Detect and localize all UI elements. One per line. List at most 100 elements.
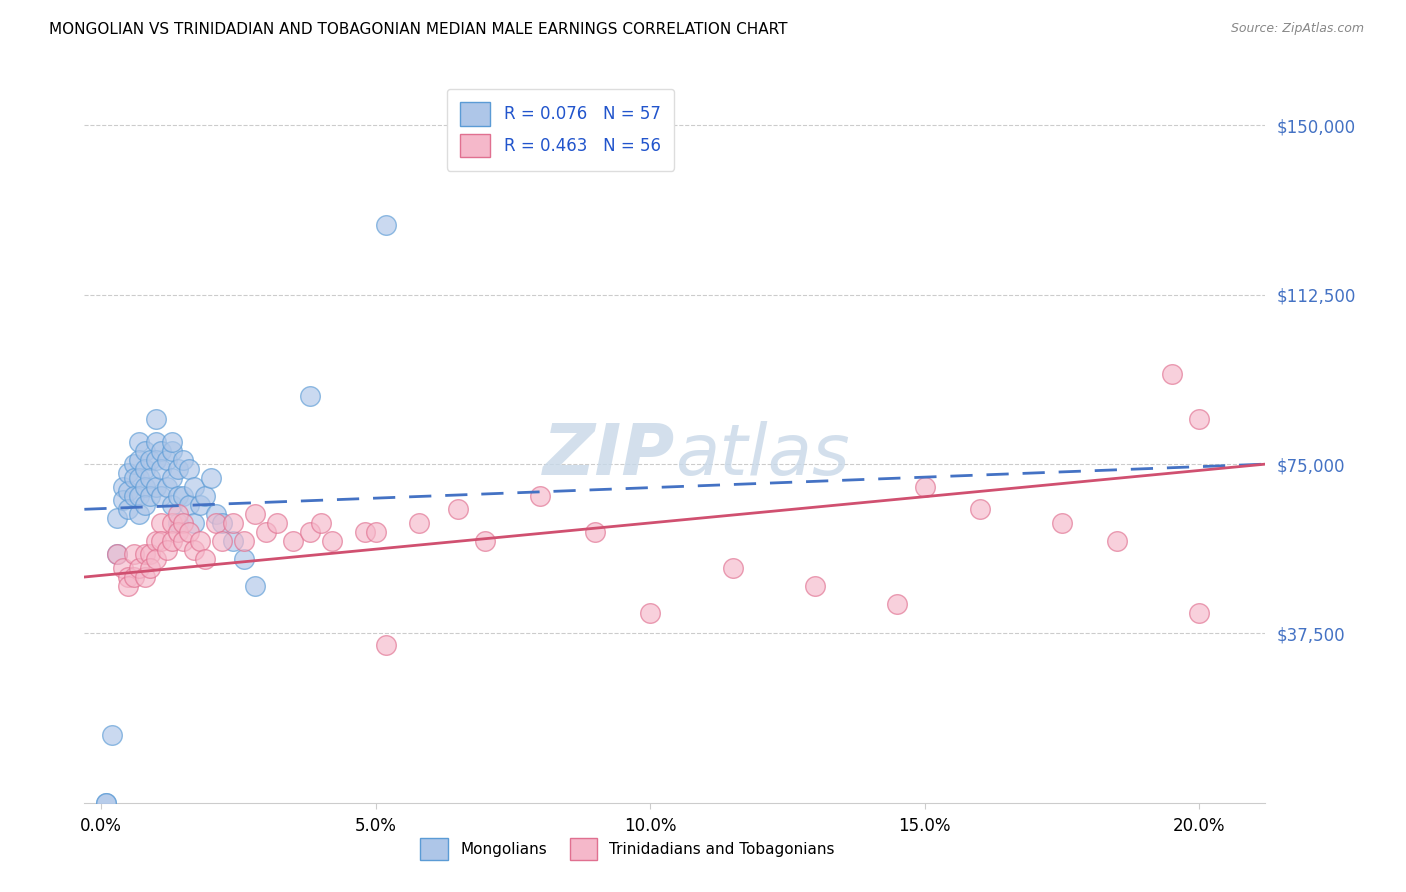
Point xyxy=(638,606,661,620)
Point xyxy=(529,489,551,503)
Point xyxy=(172,516,194,530)
Point xyxy=(969,502,991,516)
Point xyxy=(886,597,908,611)
Point xyxy=(474,533,496,548)
Point xyxy=(162,434,184,449)
Point xyxy=(172,533,194,548)
Point xyxy=(122,570,145,584)
Point xyxy=(117,570,139,584)
Point xyxy=(145,434,167,449)
Point xyxy=(105,548,128,562)
Point xyxy=(122,548,145,562)
Point xyxy=(166,507,188,521)
Point xyxy=(375,638,398,652)
Point xyxy=(177,524,200,539)
Point xyxy=(117,502,139,516)
Point xyxy=(150,489,173,503)
Point xyxy=(111,561,134,575)
Point xyxy=(111,480,134,494)
Point xyxy=(188,498,211,512)
Point xyxy=(309,516,332,530)
Point xyxy=(117,579,139,593)
Point xyxy=(243,579,266,593)
Legend: Mongolians, Trinidadians and Tobagonians: Mongolians, Trinidadians and Tobagonians xyxy=(413,830,842,867)
Point xyxy=(321,533,343,548)
Point xyxy=(128,507,150,521)
Point xyxy=(145,533,167,548)
Point xyxy=(96,796,118,810)
Text: atlas: atlas xyxy=(675,422,849,491)
Point xyxy=(375,218,398,232)
Point xyxy=(1188,606,1211,620)
Point xyxy=(177,498,200,512)
Point xyxy=(183,542,205,557)
Point xyxy=(353,524,375,539)
Point xyxy=(134,570,156,584)
Point xyxy=(139,489,162,503)
Point xyxy=(281,533,304,548)
Point xyxy=(232,533,254,548)
Point xyxy=(122,489,145,503)
Point xyxy=(150,516,173,530)
Point xyxy=(364,524,387,539)
Point xyxy=(1107,533,1129,548)
Point xyxy=(266,516,288,530)
Point xyxy=(172,489,194,503)
Point xyxy=(183,516,205,530)
Point xyxy=(139,561,162,575)
Point xyxy=(162,443,184,458)
Point xyxy=(298,524,321,539)
Point xyxy=(408,516,430,530)
Point xyxy=(162,498,184,512)
Point xyxy=(298,389,321,403)
Point xyxy=(122,470,145,484)
Point xyxy=(1050,516,1073,530)
Point xyxy=(150,461,173,475)
Point xyxy=(721,561,744,575)
Point xyxy=(200,470,222,484)
Point xyxy=(128,561,150,575)
Point xyxy=(162,533,184,548)
Point xyxy=(232,552,254,566)
Point xyxy=(166,461,188,475)
Point xyxy=(156,542,179,557)
Point xyxy=(166,489,188,503)
Point xyxy=(162,516,184,530)
Point xyxy=(447,502,470,516)
Point xyxy=(139,452,162,467)
Point xyxy=(914,480,936,494)
Text: ZIP: ZIP xyxy=(543,422,675,491)
Point xyxy=(145,552,167,566)
Point xyxy=(128,434,150,449)
Point xyxy=(134,461,156,475)
Point xyxy=(122,457,145,471)
Point xyxy=(145,480,167,494)
Point xyxy=(139,470,162,484)
Point xyxy=(128,470,150,484)
Point xyxy=(101,728,124,742)
Point xyxy=(205,507,228,521)
Point xyxy=(194,489,217,503)
Point xyxy=(156,480,179,494)
Point xyxy=(188,533,211,548)
Point xyxy=(194,552,217,566)
Point xyxy=(221,516,243,530)
Point xyxy=(243,507,266,521)
Point xyxy=(583,524,606,539)
Point xyxy=(150,533,173,548)
Point xyxy=(134,480,156,494)
Point xyxy=(166,524,188,539)
Point xyxy=(96,796,118,810)
Point xyxy=(134,548,156,562)
Point xyxy=(804,579,827,593)
Point xyxy=(145,412,167,426)
Point xyxy=(117,466,139,480)
Point xyxy=(145,452,167,467)
Point xyxy=(166,516,188,530)
Point xyxy=(1161,367,1184,381)
Point xyxy=(128,489,150,503)
Point xyxy=(134,443,156,458)
Point xyxy=(128,452,150,467)
Text: MONGOLIAN VS TRINIDADIAN AND TOBAGONIAN MEDIAN MALE EARNINGS CORRELATION CHART: MONGOLIAN VS TRINIDADIAN AND TOBAGONIAN … xyxy=(49,22,787,37)
Point xyxy=(111,493,134,508)
